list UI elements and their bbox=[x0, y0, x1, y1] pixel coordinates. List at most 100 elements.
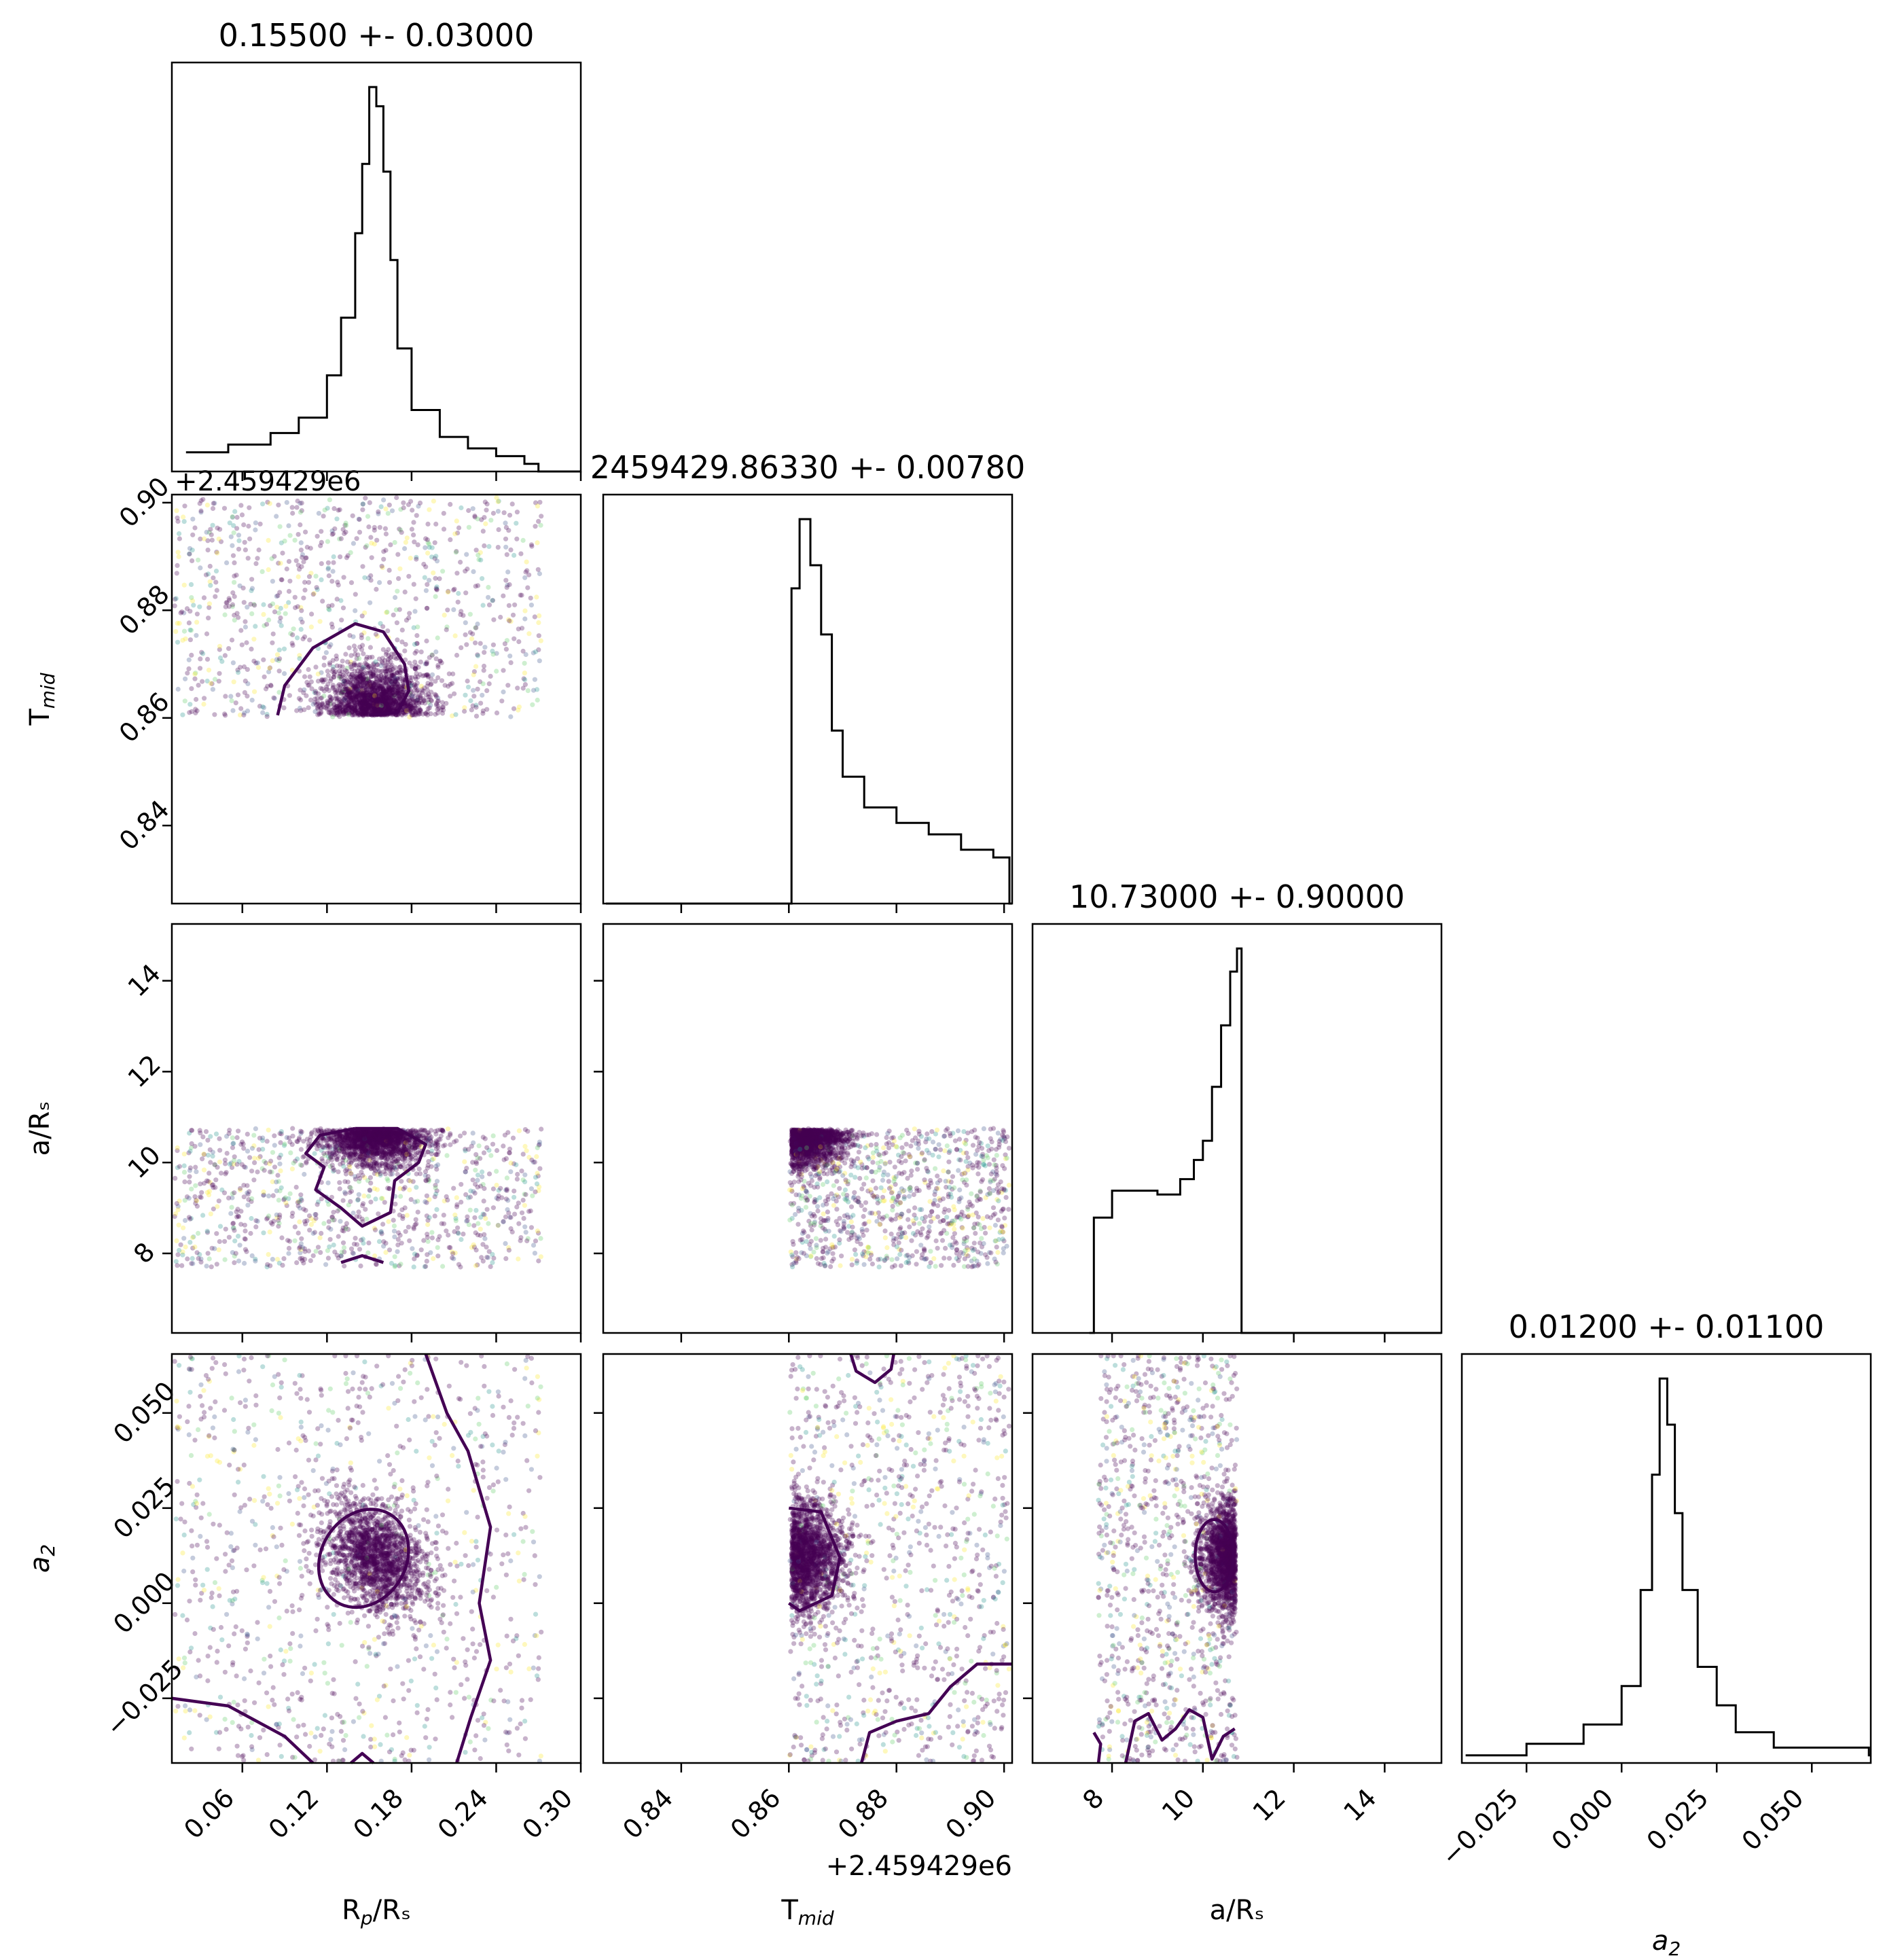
scatter-point bbox=[241, 1183, 247, 1188]
scatter-point bbox=[299, 1129, 304, 1135]
scatter-point bbox=[301, 1207, 306, 1212]
scatter-point bbox=[302, 1246, 308, 1251]
scatter-point bbox=[373, 708, 378, 713]
scatter-point bbox=[208, 681, 213, 686]
scatter-point bbox=[370, 684, 375, 690]
scatter-point bbox=[385, 706, 391, 711]
scatter-point bbox=[394, 696, 399, 701]
scatter-point bbox=[374, 1130, 379, 1136]
scatter-point bbox=[331, 1150, 336, 1156]
scatter-point bbox=[416, 709, 422, 715]
scatter-point bbox=[459, 505, 464, 511]
scatter-point bbox=[379, 1133, 384, 1138]
scatter-point bbox=[358, 675, 364, 681]
scatter-point bbox=[404, 1150, 410, 1155]
scatter-point bbox=[486, 544, 492, 550]
scatter-point bbox=[419, 700, 425, 705]
scatter-point bbox=[423, 700, 428, 706]
scatter-point bbox=[346, 688, 351, 694]
scatter-point bbox=[304, 1160, 309, 1166]
scatter-point bbox=[410, 710, 415, 715]
scatter-point bbox=[395, 1164, 400, 1170]
scatter-point bbox=[336, 1255, 341, 1261]
scatter-point bbox=[359, 711, 365, 717]
scatter-point bbox=[494, 1169, 499, 1174]
scatter-point bbox=[384, 702, 390, 707]
scatter-point bbox=[389, 1143, 395, 1149]
scatter-point bbox=[378, 1128, 384, 1134]
scatter-point bbox=[388, 1166, 393, 1173]
scatter-point bbox=[384, 1133, 389, 1138]
scatter-point bbox=[372, 693, 378, 698]
scatter-point bbox=[382, 1141, 387, 1147]
scatter-point bbox=[378, 680, 383, 685]
scatter-point bbox=[313, 573, 319, 579]
scatter-point bbox=[417, 500, 423, 506]
scatter-point bbox=[259, 1166, 265, 1171]
scatter-point bbox=[359, 672, 365, 677]
scatter-point bbox=[378, 705, 384, 710]
scatter-point bbox=[342, 522, 348, 528]
scatter-point bbox=[327, 710, 332, 715]
scatter-point bbox=[211, 501, 216, 506]
scatter-point bbox=[392, 1264, 397, 1269]
scatter-point bbox=[365, 1147, 370, 1153]
scatter-point bbox=[241, 1164, 247, 1170]
scatter-point bbox=[380, 1150, 385, 1155]
scatter-point bbox=[369, 680, 375, 685]
scatter-point bbox=[387, 682, 392, 688]
scatter-point bbox=[341, 1141, 346, 1146]
scatter-point bbox=[427, 1132, 432, 1138]
scatter-point bbox=[384, 704, 390, 709]
scatter-point bbox=[407, 660, 412, 666]
scatter-point bbox=[435, 711, 441, 716]
scatter-point bbox=[358, 673, 363, 679]
scatter-point bbox=[177, 536, 182, 541]
scatter-point bbox=[344, 703, 350, 709]
scatter-point bbox=[348, 1144, 353, 1150]
scatter-point bbox=[245, 694, 250, 699]
scatter-point bbox=[387, 704, 392, 709]
scatter-point bbox=[189, 1261, 194, 1266]
scatter-point bbox=[535, 697, 540, 703]
scatter-point bbox=[205, 548, 211, 553]
scatter-point bbox=[352, 702, 357, 708]
scatter-point bbox=[418, 709, 423, 714]
scatter-point bbox=[378, 696, 383, 702]
scatter-point bbox=[405, 1147, 411, 1153]
scatter-point bbox=[337, 1148, 342, 1154]
scatter-point bbox=[182, 1179, 187, 1185]
scatter-point bbox=[368, 687, 374, 692]
scatter-point bbox=[372, 701, 377, 707]
scatter-point bbox=[367, 1135, 373, 1141]
scatter-point bbox=[394, 1144, 399, 1150]
scatter-point bbox=[387, 1138, 393, 1143]
scatter-point bbox=[422, 673, 427, 678]
scatter-point bbox=[374, 1141, 380, 1147]
scatter-point bbox=[361, 695, 367, 700]
scatter-point bbox=[196, 683, 201, 688]
scatter-point bbox=[378, 1128, 383, 1134]
scatter-point bbox=[266, 1213, 272, 1219]
scatter-point bbox=[523, 569, 528, 575]
scatter-point bbox=[433, 702, 440, 708]
scatter-point bbox=[420, 688, 426, 694]
scatter-point bbox=[511, 1161, 517, 1166]
scatter-point bbox=[361, 683, 366, 688]
scatter-point bbox=[367, 1140, 373, 1145]
scatter-point bbox=[348, 653, 354, 658]
scatter-point bbox=[401, 711, 406, 716]
scatter-point bbox=[378, 677, 383, 683]
scatter-point bbox=[221, 1190, 228, 1196]
scatter-point bbox=[372, 1128, 377, 1134]
scatter-point bbox=[358, 685, 363, 691]
scatter-point bbox=[463, 1148, 468, 1154]
scatter-point bbox=[380, 694, 386, 699]
scatter-point bbox=[330, 666, 336, 672]
scatter-point bbox=[222, 1257, 228, 1262]
scatter-point bbox=[335, 1141, 341, 1146]
scatter-point bbox=[368, 1133, 374, 1139]
scatter-point bbox=[251, 1177, 257, 1183]
scatter-point bbox=[414, 1252, 420, 1258]
scatter-point bbox=[270, 640, 275, 645]
